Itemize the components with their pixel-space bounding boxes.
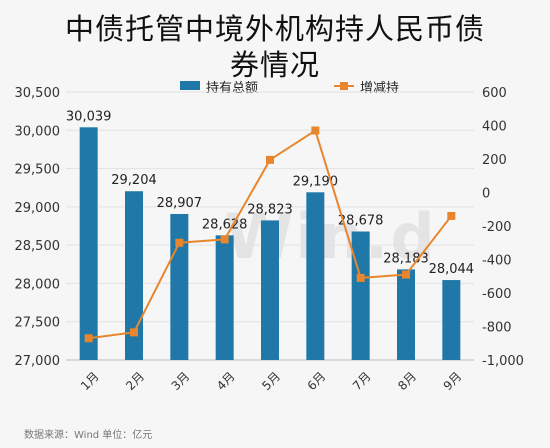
line-point-change [175, 238, 184, 247]
bar-holdings [351, 231, 370, 360]
bar-holdings [442, 280, 461, 360]
bar-data-label: 28,183 [383, 251, 429, 266]
bar-holdings [170, 213, 189, 360]
bar-holdings [397, 269, 415, 360]
line-point-change [356, 273, 365, 282]
legend-marker-swatch [340, 82, 348, 90]
line-point-change [220, 235, 229, 244]
bar-holdings [306, 192, 325, 360]
bar-data-label: 30,039 [66, 109, 112, 124]
right-axis-tick-label: -1,000 [482, 354, 524, 369]
x-tick-label: 3月 [169, 369, 193, 393]
left-axis-tick-label: 30,500 [15, 86, 61, 101]
bar-holdings [125, 191, 143, 360]
bar-holdings [79, 127, 98, 360]
line-point-change [447, 211, 456, 220]
bar-data-label: 29,190 [293, 174, 339, 189]
left-axis-tick-label: 27,500 [15, 316, 61, 331]
source-note: 数据来源：Wind 单位：亿元 [24, 430, 153, 441]
left-axis-tick-label: 30,000 [15, 124, 61, 139]
chart-title-line-1: 中债托管中境外机构持人民币债 [64, 12, 485, 46]
right-axis-tick-label: -200 [482, 220, 512, 235]
right-axis-tick-label: 600 [482, 86, 507, 101]
bar-data-label: 28,823 [247, 202, 293, 217]
line-point-change [266, 155, 274, 164]
x-tick-label: 6月 [305, 369, 329, 393]
left-axis-tick-label: 29,000 [15, 201, 61, 216]
left-axis-tick-label: 27,000 [15, 354, 61, 369]
right-axis-tick-label: -400 [482, 254, 512, 269]
bar-data-label: 28,628 [202, 217, 248, 232]
right-axis-tick-label: 400 [482, 120, 507, 135]
x-tick-label: 9月 [441, 369, 465, 393]
left-axis-tick-label: 28,000 [15, 277, 61, 292]
legend-bar-swatch [180, 81, 200, 90]
x-tick-label: 5月 [259, 369, 283, 393]
x-tick-label: 4月 [214, 369, 238, 393]
line-point-change [84, 334, 93, 343]
bar-holdings [261, 220, 279, 360]
right-axis-tick-label: -800 [482, 321, 512, 336]
bar-data-label: 28,907 [157, 196, 203, 211]
bar-holdings [215, 235, 234, 360]
bar-data-label: 29,204 [111, 173, 157, 188]
x-tick-label: 1月 [78, 369, 102, 393]
x-tick-label: 7月 [350, 369, 374, 393]
x-tick-label: 8月 [395, 369, 419, 393]
right-axis-tick-label: -600 [482, 287, 512, 302]
chart-title-line-2: 券情况 [229, 48, 320, 82]
line-point-change [130, 328, 138, 337]
x-tick-label: 2月 [123, 369, 147, 393]
line-point-change [402, 270, 410, 279]
left-axis-tick-label: 29,500 [15, 163, 61, 178]
wind-watermark: Win.d [225, 200, 437, 273]
right-axis-tick-label: 0 [482, 187, 490, 202]
bar-data-label: 28,044 [429, 262, 475, 277]
right-axis-tick-label: 200 [482, 153, 507, 168]
line-point-change [311, 126, 320, 135]
bar-data-label: 28,678 [338, 214, 384, 229]
left-axis-tick-label: 28,500 [15, 239, 61, 254]
